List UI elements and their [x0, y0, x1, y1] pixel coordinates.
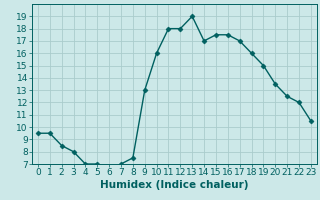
X-axis label: Humidex (Indice chaleur): Humidex (Indice chaleur): [100, 180, 249, 190]
